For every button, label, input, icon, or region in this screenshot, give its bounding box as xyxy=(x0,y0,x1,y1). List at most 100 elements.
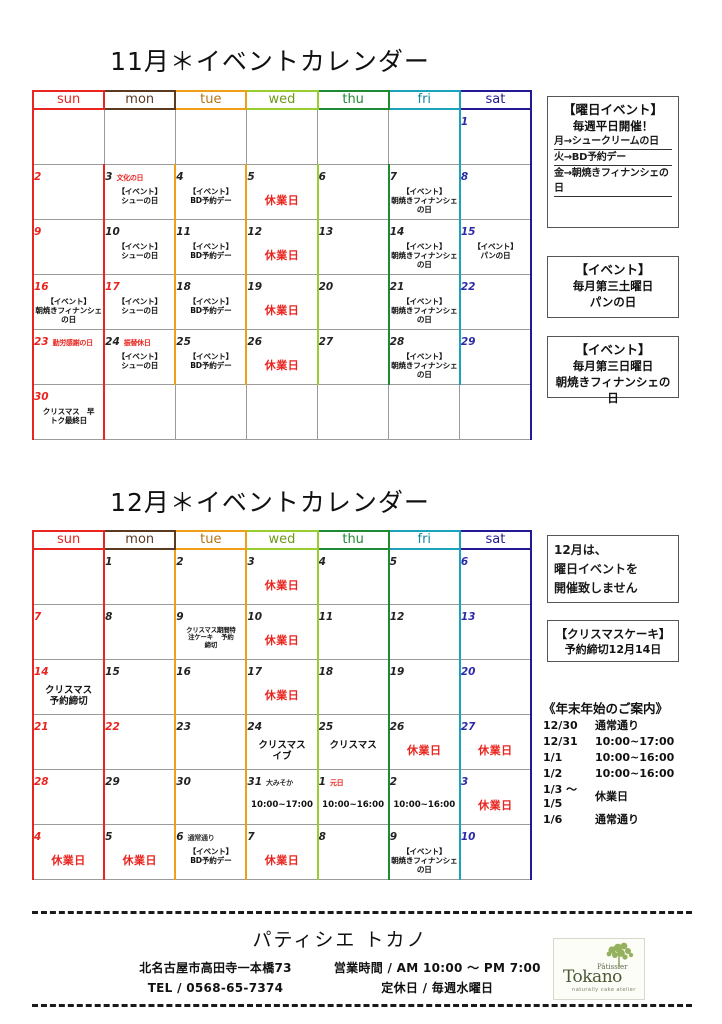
november-calendar: sun mon tue wed thu fri sat 1 2 3 文化の日 【イベント】 シューの日… xyxy=(31,90,533,440)
day-header: 2 xyxy=(389,770,458,789)
logo-subtitle: naturally cake atelier xyxy=(572,987,636,993)
dow-header-sat: sat xyxy=(458,530,533,550)
day-number: 22 xyxy=(460,280,476,293)
day-header: 30 xyxy=(177,770,244,789)
day-number: 28 xyxy=(389,335,405,348)
day-header: 23 xyxy=(177,715,244,734)
year-end-table: 12/30 通常通り 12/31 10:00~17:00 1/1 10:00~16:00 1… xyxy=(543,718,718,828)
day-header: 13 xyxy=(320,220,387,239)
dow-header-tue: tue xyxy=(174,90,248,110)
calendar-cell-16: 16 【イベント】 朝焼きフィナンシェ の日 xyxy=(31,273,106,330)
calendar-cell-empty xyxy=(388,383,461,440)
day-header: 17 xyxy=(106,275,173,294)
financier-day-title: 【イベント】 xyxy=(575,342,651,357)
calendar-cell-23: 23 勤労感謝の日 xyxy=(31,328,106,385)
year-end-row: 12/31 10:00~17:00 xyxy=(543,734,718,750)
day-number: 2 xyxy=(389,775,398,788)
calendar-cell-8: 8 xyxy=(316,823,390,880)
day-header: 4 xyxy=(177,165,244,184)
day-number: 6 xyxy=(176,830,184,843)
calendar-cell-empty xyxy=(174,383,247,440)
calendar-cell-2: 2 xyxy=(31,163,106,220)
calendar-cell-8: 8 xyxy=(103,603,177,660)
day-number: 17 xyxy=(247,665,263,678)
calendar-cell-21: 21 【イベント】 朝焼きフィナンシェ の日 xyxy=(387,273,461,330)
logo-patissier: Pâtissier xyxy=(597,963,628,971)
day-header: 6 xyxy=(320,165,387,184)
year-end-value: 10:00~16:00 xyxy=(595,751,675,764)
bread-day-line2: パンの日 xyxy=(589,295,637,309)
day-number: 29 xyxy=(460,335,476,348)
financier-day-line1: 毎月第三日曜日 xyxy=(572,359,654,373)
calendar-cell-19: 19 xyxy=(387,658,461,715)
december-no-event-line1: 12月は、 xyxy=(554,543,607,557)
xmas-cake-title: 【クリスマスケーキ】 xyxy=(555,627,671,641)
day-number: 27 xyxy=(318,335,334,348)
calendar-cell-25: 25 【イベント】 BD予約デー xyxy=(174,328,248,385)
calendar-week-row: 30 クリスマス 早トク最終日 xyxy=(31,383,533,440)
day-header: 14 xyxy=(389,220,458,239)
day-header: 23 勤労感謝の日 xyxy=(34,330,102,349)
weekly-event-title: 【曜日イベント】 xyxy=(562,102,663,117)
holiday-label: 勤労感謝の日 xyxy=(52,338,94,347)
december-no-event-line3: 開催致しません xyxy=(554,581,638,595)
year-end-value: 休業日 xyxy=(595,790,628,803)
dow-header-wed: wed xyxy=(245,90,319,110)
calendar-cell-13: 13 xyxy=(316,218,390,275)
logo-name: Tokano xyxy=(563,967,622,987)
day-number: 14 xyxy=(34,665,49,678)
calendar-cell-empty xyxy=(459,383,533,440)
day-header: 18 xyxy=(320,660,387,679)
year-end-value: 通常通り xyxy=(595,719,639,732)
day-number: 23 xyxy=(34,335,49,348)
day-number: 15 xyxy=(105,665,120,678)
day-number: 22 xyxy=(105,720,120,733)
calendar-cell-3: 3 休業日 xyxy=(458,768,533,825)
financier-day-line2: 朝焼きフィナンシェの日 xyxy=(555,375,671,405)
day-number: 19 xyxy=(247,280,263,293)
dow-header-tue: tue xyxy=(174,530,248,550)
financier-day-box: 【イベント】 毎月第三日曜日 朝焼きフィナンシェの日 xyxy=(547,336,679,405)
day-header: 29 xyxy=(105,770,173,789)
day-number: 13 xyxy=(460,610,476,623)
day-number: 26 xyxy=(389,720,405,733)
calendar-week-row: 1 2 3 休業日 4 5 6 xyxy=(31,548,533,605)
calendar-cell-27: 27 xyxy=(316,328,390,385)
day-header: 18 xyxy=(177,275,244,294)
day-number: 14 xyxy=(389,225,405,238)
calendar-cell-24: 24 振替休日 【イベント】 シューの日 xyxy=(103,328,177,385)
calendar-cell-1: 1 xyxy=(103,548,177,605)
dow-header-sun: sun xyxy=(31,90,106,110)
day-header: 21 xyxy=(35,715,102,734)
dow-header-thu: thu xyxy=(316,530,390,550)
day-header: 3 文化の日 xyxy=(106,165,173,184)
calendar-cell-25: 25 クリスマス xyxy=(316,713,390,770)
day-number: 11 xyxy=(176,225,191,238)
calendar-cell-8: 8 xyxy=(458,163,533,220)
day-header: 12 xyxy=(248,220,315,239)
calendar-cell-1: 1 xyxy=(458,108,533,165)
day-number: 24 xyxy=(105,335,120,348)
december-no-event-line2: 曜日イベントを xyxy=(554,562,639,576)
day-header: 27 xyxy=(460,715,529,734)
xmas-cake-deadline: 予約締切12月14日 xyxy=(564,643,662,656)
day-number: 12 xyxy=(389,610,405,623)
calendar-cell-12: 12 休業日 xyxy=(245,218,319,275)
year-end-date: 1/1 xyxy=(543,751,563,764)
day-number: 16 xyxy=(176,665,191,678)
weekly-event-box: 【曜日イベント】 毎週平日開催！ 月→シュークリームの日 火→BD予約デー 金→朝焼… xyxy=(547,96,679,228)
calendar-week-row: 23 勤労感謝の日 24 振替休日 【イベント】 シューの日 25 【イベント】 BD予約デー 2… xyxy=(31,328,533,385)
calendar-cell-9: 9 【イベント】 朝焼きフィナンシェ の日 xyxy=(387,823,461,880)
bread-day-box: 【イベント】 毎月第三土曜日 パンの日 xyxy=(547,256,679,318)
day-header: 31 大みそか xyxy=(248,770,315,789)
day-number: 7 xyxy=(247,830,255,843)
calendar-week-row: 21 22 23 24 クリスマス イブ 25 クリスマス 26 休業日 27 休業日 xyxy=(31,713,533,770)
day-header: 1 xyxy=(106,550,173,569)
day-number: 27 xyxy=(460,720,476,733)
calendar-cell-6: 6 通常通り 【イベント】 BD予約デー xyxy=(174,823,248,880)
december-dow-row: sun mon tue wed thu fri sat xyxy=(31,530,533,550)
calendar-cell-6: 6 xyxy=(458,548,533,605)
day-header: 11 xyxy=(176,220,244,239)
calendar-week-row: 4 休業日 5 休業日 6 通常通り 【イベント】 BD予約デー 7 休業日 8 9 【イベント】 朝焼き… xyxy=(31,823,533,880)
day-number: 29 xyxy=(105,775,120,788)
